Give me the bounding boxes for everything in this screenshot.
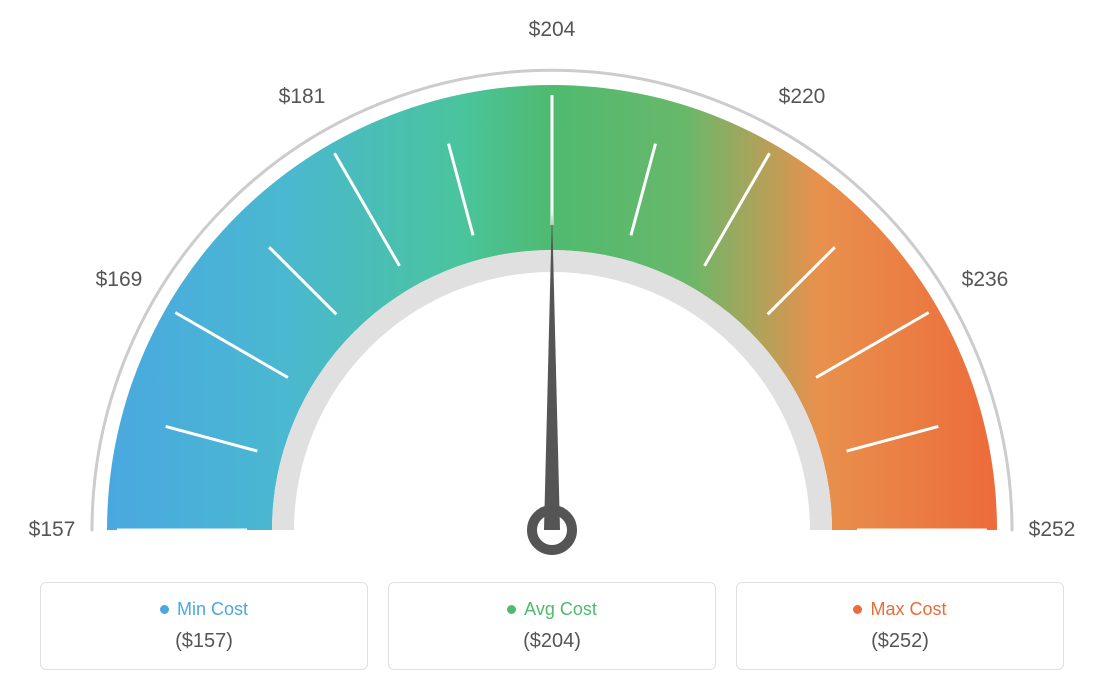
gauge-svg [0, 0, 1104, 560]
legend-avg-value: ($204) [401, 630, 703, 653]
gauge-tick-label: $236 [962, 268, 1009, 292]
legend-max-title: Max Cost [853, 599, 946, 620]
gauge-tick-label: $169 [96, 268, 143, 292]
legend-avg-title: Avg Cost [507, 599, 597, 620]
gauge-tick-label: $157 [29, 518, 76, 542]
legend-avg-box: Avg Cost ($204) [388, 582, 716, 670]
legend-max-dot-icon [853, 605, 862, 614]
legend-min-value: ($157) [53, 630, 355, 653]
legend-max-label: Max Cost [870, 599, 946, 620]
legend-min-title: Min Cost [160, 599, 248, 620]
legend-min-box: Min Cost ($157) [40, 582, 368, 670]
gauge-chart: $157 $169 $181 $204 $220 $236 $252 [0, 0, 1104, 560]
legend-avg-dot-icon [507, 605, 516, 614]
gauge-tick-label: $181 [279, 85, 326, 109]
legend-avg-label: Avg Cost [524, 599, 597, 620]
gauge-tick-label: $204 [529, 18, 576, 42]
gauge-tick-label: $252 [1029, 518, 1076, 542]
legend-row: Min Cost ($157) Avg Cost ($204) Max Cost… [0, 582, 1104, 670]
legend-min-dot-icon [160, 605, 169, 614]
legend-max-box: Max Cost ($252) [736, 582, 1064, 670]
legend-max-value: ($252) [749, 630, 1051, 653]
legend-min-label: Min Cost [177, 599, 248, 620]
gauge-tick-label: $220 [779, 85, 826, 109]
